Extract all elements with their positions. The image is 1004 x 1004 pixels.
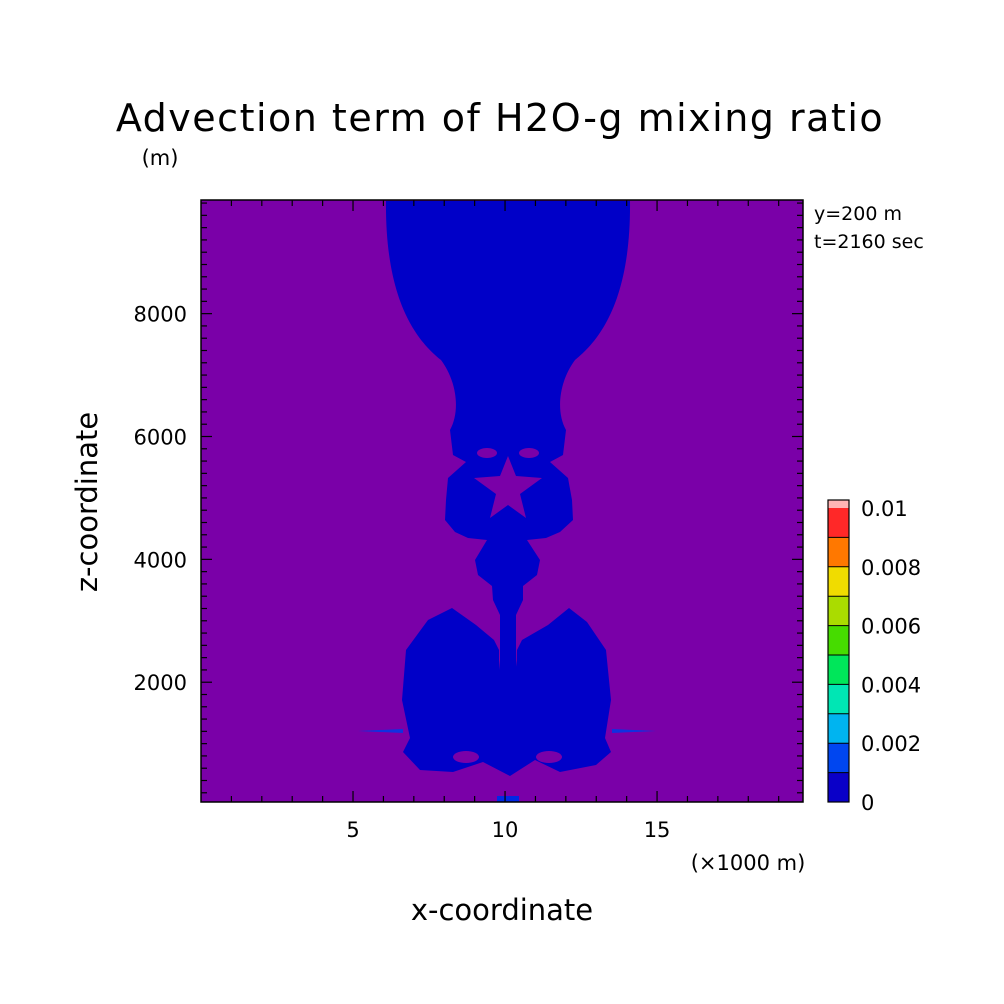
colorbar-overflow-cap	[828, 500, 849, 508]
colorbar-tick-label: 0.004	[861, 673, 921, 697]
colorbar-swatch	[828, 655, 849, 685]
plot-area	[200, 199, 804, 803]
y-tick-label: 8000	[134, 303, 187, 327]
x-tick-label: 15	[644, 818, 671, 842]
colorbar-frame	[827, 499, 850, 803]
x-tick-label: 10	[492, 818, 519, 842]
info-annotations: y=200 m t=2160 sec	[814, 203, 924, 253]
x-tick-label: 5	[346, 818, 359, 842]
colorbar-tick-label: 0.01	[861, 497, 908, 521]
colorbar-swatch	[828, 508, 849, 538]
streak-right	[612, 729, 656, 733]
x-axis-label: x-coordinate	[411, 893, 593, 927]
y-axis-label: z-coordinate	[70, 412, 104, 592]
surface-patch	[497, 796, 519, 802]
annotation-y: y=200 m	[814, 203, 902, 225]
y-tick-label: 6000	[134, 426, 187, 450]
colorbar-swatch	[828, 772, 849, 802]
eye-hole-right	[519, 448, 539, 458]
colorbar-swatch	[828, 596, 849, 626]
colorbar-tick-label: 0.008	[861, 556, 921, 580]
colorbar: 0 0.002 0.004 0.006 0.008 0.01	[827, 497, 921, 815]
colorbar-tick-label: 0	[861, 791, 874, 815]
streak-left	[358, 729, 403, 733]
hole-lower-left	[453, 751, 479, 763]
colorbar-swatch	[828, 743, 849, 773]
colorbar-tick-label: 0.006	[861, 615, 921, 639]
annotation-t: t=2160 sec	[814, 231, 924, 253]
hole-lower-right	[536, 751, 562, 763]
chart-title: Advection term of H2O-g mixing ratio	[116, 96, 884, 140]
colorbar-swatch	[828, 537, 849, 567]
colorbar-swatch	[828, 684, 849, 714]
colorbar-tick-label: 0.002	[861, 732, 921, 756]
y-tick-label: 4000	[134, 548, 187, 572]
y-tick-label: 2000	[134, 671, 187, 695]
x-axis: 5 10 15	[230, 200, 780, 842]
colorbar-swatch	[828, 566, 849, 597]
plot-frame	[200, 199, 804, 803]
z-unit-label: (m)	[142, 146, 179, 170]
eye-hole-left	[477, 448, 497, 458]
star-hole	[474, 456, 542, 518]
x-unit-label: (×1000 m)	[691, 851, 806, 875]
colorbar-swatch	[828, 713, 849, 744]
colorbar-swatch	[828, 625, 849, 655]
y-axis: 2000 4000 6000 8000	[134, 202, 803, 794]
